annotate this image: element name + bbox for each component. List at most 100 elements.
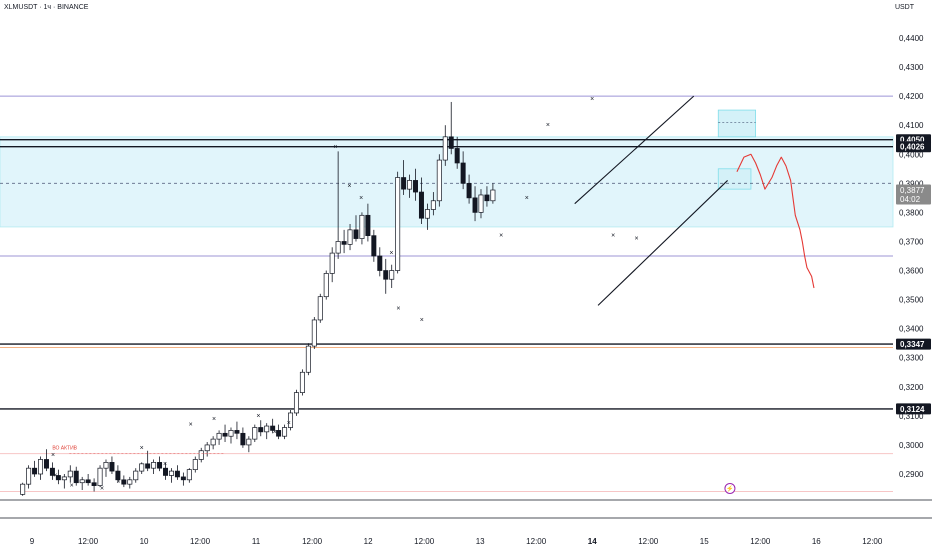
candle-body: [282, 427, 288, 437]
candle-body: [377, 255, 383, 271]
candle-body: [174, 470, 180, 478]
y-axis-tick-label: 0,4400: [899, 34, 924, 43]
candle-body: [454, 148, 460, 164]
candle-body: [109, 462, 115, 472]
y-axis-tick-label: 0,3700: [899, 237, 924, 246]
candle-body: [127, 479, 133, 485]
candle-body: [210, 438, 216, 446]
candle-body: [359, 214, 365, 239]
y-axis-tick-label: 0,2900: [899, 470, 924, 479]
candle-body: [85, 479, 91, 484]
price-badge: [896, 403, 931, 415]
candle-body: [401, 177, 407, 190]
symbol-title: XLMUSDT · 1ч · BINANCE: [4, 4, 89, 11]
x-axis-tick-label: 12:00: [190, 537, 211, 546]
y-axis-tick-label: 0,4300: [899, 63, 924, 72]
candle-body: [353, 229, 359, 239]
x-axis-tick-label: 9: [30, 537, 35, 546]
candle-body: [97, 467, 103, 486]
x-axis-tick-label: 12:00: [750, 537, 771, 546]
x-axis-tick-label: 12:00: [78, 537, 99, 546]
price-badge-label: 0,4050: [900, 136, 925, 145]
y-axis-tick-label: 0,4100: [899, 121, 924, 130]
candle-body: [240, 432, 246, 446]
candle-body: [234, 430, 240, 434]
candle-body: [365, 214, 371, 237]
price-badge-label: 0,3877: [900, 186, 925, 195]
swing-marker: ×: [70, 483, 74, 490]
x-axis-tick-label: 11: [252, 537, 261, 546]
price-badge: [896, 184, 931, 205]
y-axis-tick-label: 0,3200: [899, 383, 924, 392]
candle-body: [460, 162, 466, 184]
channel-lower-line[interactable]: [597, 180, 728, 306]
candle-body: [413, 180, 419, 193]
candle-body: [38, 459, 44, 475]
candle-body: [139, 463, 145, 472]
candle-body: [466, 182, 472, 199]
candle-body: [478, 194, 484, 213]
y-axis-tick-label: 0,3300: [899, 354, 924, 363]
candle-body: [288, 412, 294, 428]
candle-body: [383, 270, 389, 280]
y-axis-tick-label: 0,3500: [899, 296, 924, 305]
candle-body: [32, 467, 38, 475]
price-badge: [896, 338, 931, 350]
candle-body: [329, 252, 335, 274]
candle-body: [73, 470, 79, 484]
y-axis-tick-label: 0,3600: [899, 267, 924, 276]
y-axis-tick-label: 0,4200: [899, 92, 924, 101]
candle-body: [293, 392, 299, 414]
swing-marker: ×: [287, 420, 291, 427]
swing-marker: ×: [546, 122, 550, 129]
candle-body: [430, 200, 436, 210]
candle-body: [311, 319, 317, 347]
candle-body: [299, 371, 305, 393]
y-axis-tick-label: 0,3900: [899, 179, 924, 188]
x-axis-tick-label: 12:00: [414, 537, 435, 546]
swing-marker: ×: [389, 250, 393, 257]
candle-body: [186, 469, 192, 481]
candle-body: [157, 462, 163, 469]
forecast-path[interactable]: [736, 153, 815, 289]
y-axis-tick-label: 0,4000: [899, 150, 924, 159]
swing-marker: ×: [212, 416, 216, 423]
x-axis-tick-label: 10: [140, 537, 149, 546]
candle-body: [216, 432, 222, 440]
candle-body: [198, 450, 204, 460]
swing-marker: ×: [635, 236, 639, 243]
swing-marker: ×: [611, 233, 615, 240]
x-axis-tick-label: 13: [476, 537, 485, 546]
candle-body: [347, 229, 353, 245]
candle-body: [341, 241, 347, 245]
swing-marker: ×: [347, 183, 351, 190]
candle-body: [395, 177, 401, 271]
candle-body: [389, 270, 395, 280]
candle-body: [192, 459, 198, 470]
swing-marker: ×: [590, 96, 594, 103]
swing-marker: ×: [116, 478, 120, 485]
candle-body: [371, 235, 377, 257]
event-flag-glyph: ⚡: [726, 484, 733, 492]
y-axis-tick-label: 0,3800: [899, 208, 924, 217]
candle-body: [472, 197, 478, 213]
y-axis-tick-label: 0,3100: [899, 412, 924, 421]
x-axis-tick-label: 16: [812, 537, 821, 546]
candle-body: [61, 476, 67, 481]
price-badge-label: 0,4026: [900, 143, 925, 152]
swing-marker: ×: [273, 429, 277, 436]
candle-body: [323, 273, 329, 298]
channel-upper-line[interactable]: [574, 95, 695, 205]
candle-body: [490, 189, 496, 202]
candle-body: [151, 462, 157, 469]
swing-marker: ×: [53, 472, 57, 479]
candle-body: [67, 470, 73, 478]
candle-body: [418, 191, 424, 219]
x-axis-tick-label: 12:00: [526, 537, 547, 546]
candle-body: [163, 467, 169, 476]
swing-marker: ×: [140, 445, 144, 452]
event-flag-icon[interactable]: [724, 482, 736, 494]
x-axis-tick-label: 12:00: [862, 537, 883, 546]
